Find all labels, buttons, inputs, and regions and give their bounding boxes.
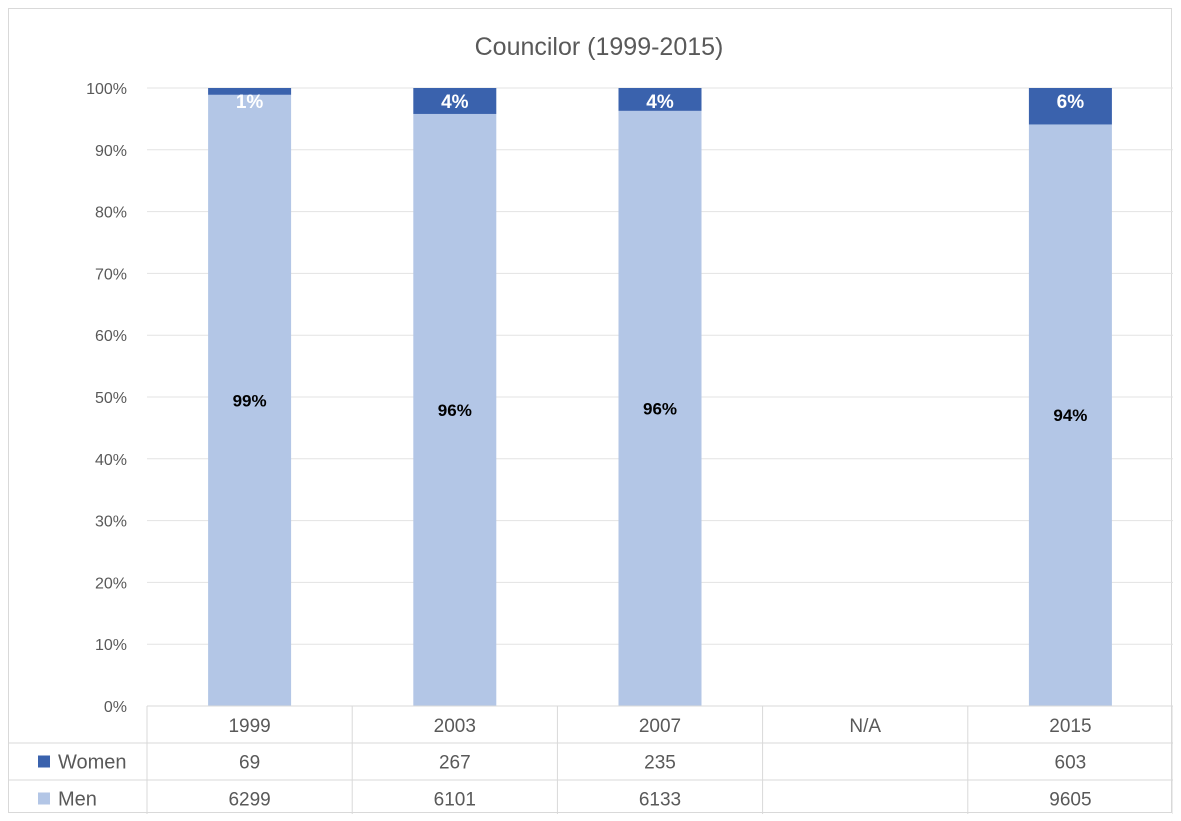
bar-women [1028, 88, 1112, 125]
bar-women [413, 88, 497, 114]
data-label-men: 99% [233, 391, 267, 410]
table-cell-men: 6101 [434, 790, 476, 811]
bar-women [208, 88, 292, 95]
chart-svg: Councilor (1999-2015) 0% 10% 20% 30% 40% 50% 6… [9, 33, 1173, 814]
table-cell-women: 235 [644, 753, 676, 774]
legend-swatch-women [38, 755, 50, 768]
table-cell-men: 6133 [639, 790, 681, 811]
bar-men [1028, 124, 1112, 707]
chart-frame: Councilor (1999-2015) 0% 10% 20% 30% 40% 50% 6… [8, 8, 1173, 814]
data-label-women: 1% [236, 92, 264, 113]
data-label-men: 96% [643, 399, 677, 418]
y-tick-label: 50% [95, 390, 127, 407]
data-label-men: 96% [438, 401, 472, 420]
bar-women [618, 88, 702, 111]
data-label-women: 4% [441, 92, 469, 113]
legend-swatch-men [38, 792, 50, 805]
x-category-label: 2007 [639, 716, 681, 737]
x-category-label: 2015 [1049, 716, 1091, 737]
table-cell-women: 603 [1055, 753, 1087, 774]
data-label-women: 6% [1057, 92, 1085, 113]
y-tick-label: 70% [95, 266, 127, 283]
y-tick-label: 90% [95, 143, 127, 160]
table-cell-women: 69 [239, 753, 260, 774]
bar-men [413, 113, 497, 707]
y-tick-label: 100% [86, 81, 127, 98]
x-category-label: 2003 [434, 716, 476, 737]
y-tick-label: 20% [95, 575, 127, 592]
y-tick-label: 10% [95, 637, 127, 654]
chart-title: Councilor (1999-2015) [475, 33, 724, 61]
y-tick-label: 0% [104, 699, 127, 716]
data-label-men: 94% [1053, 406, 1087, 425]
legend-label-men: Men [58, 789, 97, 811]
data-table: 1999 2003 2007 N/A 2015 Women 69 267 235 603 Men 62… [9, 705, 1173, 814]
data-labels: 99% 1% 96% 4% 96% 4% 94% 6% [233, 92, 1088, 425]
bar-men [618, 110, 702, 707]
bars [208, 88, 1112, 707]
y-tick-label: 80% [95, 205, 127, 222]
bar-men [208, 94, 292, 707]
y-tick-label: 60% [95, 328, 127, 345]
table-cell-men: 9605 [1049, 790, 1091, 811]
x-category-label: 1999 [228, 716, 270, 737]
y-tick-label: 40% [95, 452, 127, 469]
x-category-label: N/A [849, 716, 881, 737]
table-cell-men: 6299 [228, 790, 270, 811]
y-axis-ticks: 0% 10% 20% 30% 40% 50% 60% 70% 80% 90% 100% [86, 81, 127, 716]
legend-label-women: Women [58, 752, 127, 774]
data-label-women: 4% [646, 92, 674, 113]
y-tick-label: 30% [95, 514, 127, 531]
table-cell-women: 267 [439, 753, 471, 774]
